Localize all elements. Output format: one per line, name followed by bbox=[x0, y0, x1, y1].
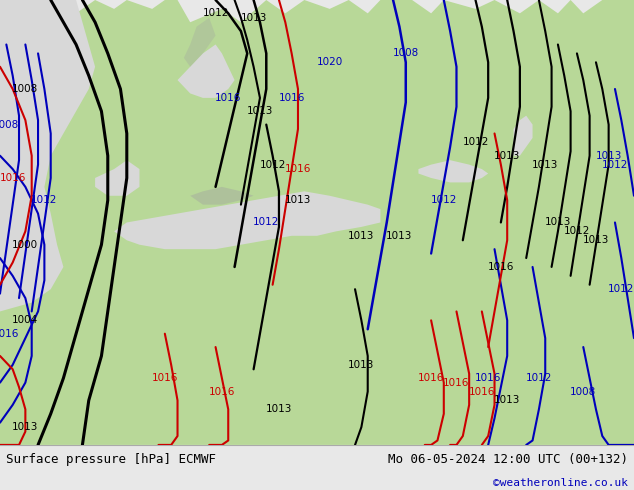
Text: 1012: 1012 bbox=[430, 195, 457, 205]
Text: 1016: 1016 bbox=[278, 93, 305, 103]
Text: 1012: 1012 bbox=[259, 160, 286, 170]
Polygon shape bbox=[101, 89, 114, 107]
Polygon shape bbox=[184, 18, 216, 67]
Text: 1013: 1013 bbox=[494, 151, 521, 161]
Text: 1016: 1016 bbox=[418, 373, 444, 383]
Text: 1013: 1013 bbox=[12, 422, 39, 432]
Polygon shape bbox=[114, 191, 380, 249]
Text: 1013: 1013 bbox=[532, 160, 559, 170]
Polygon shape bbox=[120, 67, 146, 111]
Text: 1016: 1016 bbox=[443, 378, 470, 388]
Text: 1012: 1012 bbox=[526, 373, 552, 383]
Polygon shape bbox=[190, 187, 254, 205]
Text: 1008: 1008 bbox=[570, 387, 597, 396]
Text: 1013: 1013 bbox=[494, 395, 521, 405]
Polygon shape bbox=[0, 0, 634, 445]
Polygon shape bbox=[95, 160, 139, 196]
Text: 1008: 1008 bbox=[0, 120, 20, 129]
Text: 1013: 1013 bbox=[348, 360, 375, 370]
Text: 1013: 1013 bbox=[583, 235, 609, 245]
Text: 1013: 1013 bbox=[247, 106, 273, 116]
Text: 1013: 1013 bbox=[348, 231, 375, 241]
Text: 1012: 1012 bbox=[253, 218, 280, 227]
Text: 1016: 1016 bbox=[209, 387, 235, 396]
Text: 1012: 1012 bbox=[602, 160, 628, 170]
Polygon shape bbox=[418, 160, 488, 182]
Text: 1016: 1016 bbox=[152, 373, 178, 383]
Text: 1016: 1016 bbox=[488, 262, 514, 272]
Text: 1008: 1008 bbox=[392, 49, 419, 58]
Text: 1020: 1020 bbox=[316, 57, 343, 67]
Text: 1008: 1008 bbox=[12, 84, 39, 94]
Text: 1000: 1000 bbox=[12, 240, 39, 250]
Text: Mo 06-05-2024 12:00 UTC (00+132): Mo 06-05-2024 12:00 UTC (00+132) bbox=[387, 453, 628, 466]
Polygon shape bbox=[95, 9, 139, 22]
Text: 1016: 1016 bbox=[0, 173, 26, 183]
Text: 1004: 1004 bbox=[12, 316, 39, 325]
Text: 1012: 1012 bbox=[202, 8, 229, 18]
Polygon shape bbox=[0, 0, 95, 312]
Text: 1016: 1016 bbox=[285, 164, 311, 174]
Text: 1016: 1016 bbox=[0, 329, 20, 339]
Text: ©weatheronline.co.uk: ©weatheronline.co.uk bbox=[493, 478, 628, 488]
Text: 1013: 1013 bbox=[266, 404, 292, 415]
Text: 1012: 1012 bbox=[462, 137, 489, 147]
Text: 1012: 1012 bbox=[608, 284, 634, 294]
Polygon shape bbox=[178, 45, 235, 98]
Text: 1012: 1012 bbox=[564, 226, 590, 236]
Text: 1016: 1016 bbox=[215, 93, 242, 103]
Text: Surface pressure [hPa] ECMWF: Surface pressure [hPa] ECMWF bbox=[6, 453, 216, 466]
Text: 1012: 1012 bbox=[31, 195, 58, 205]
Text: 1013: 1013 bbox=[545, 218, 571, 227]
Polygon shape bbox=[514, 116, 533, 156]
Text: 1016: 1016 bbox=[475, 373, 501, 383]
Text: 1016: 1016 bbox=[469, 387, 495, 396]
Text: 1013: 1013 bbox=[285, 195, 311, 205]
Text: 1013: 1013 bbox=[595, 151, 622, 161]
Text: 1013: 1013 bbox=[240, 13, 267, 23]
Text: 1013: 1013 bbox=[386, 231, 413, 241]
